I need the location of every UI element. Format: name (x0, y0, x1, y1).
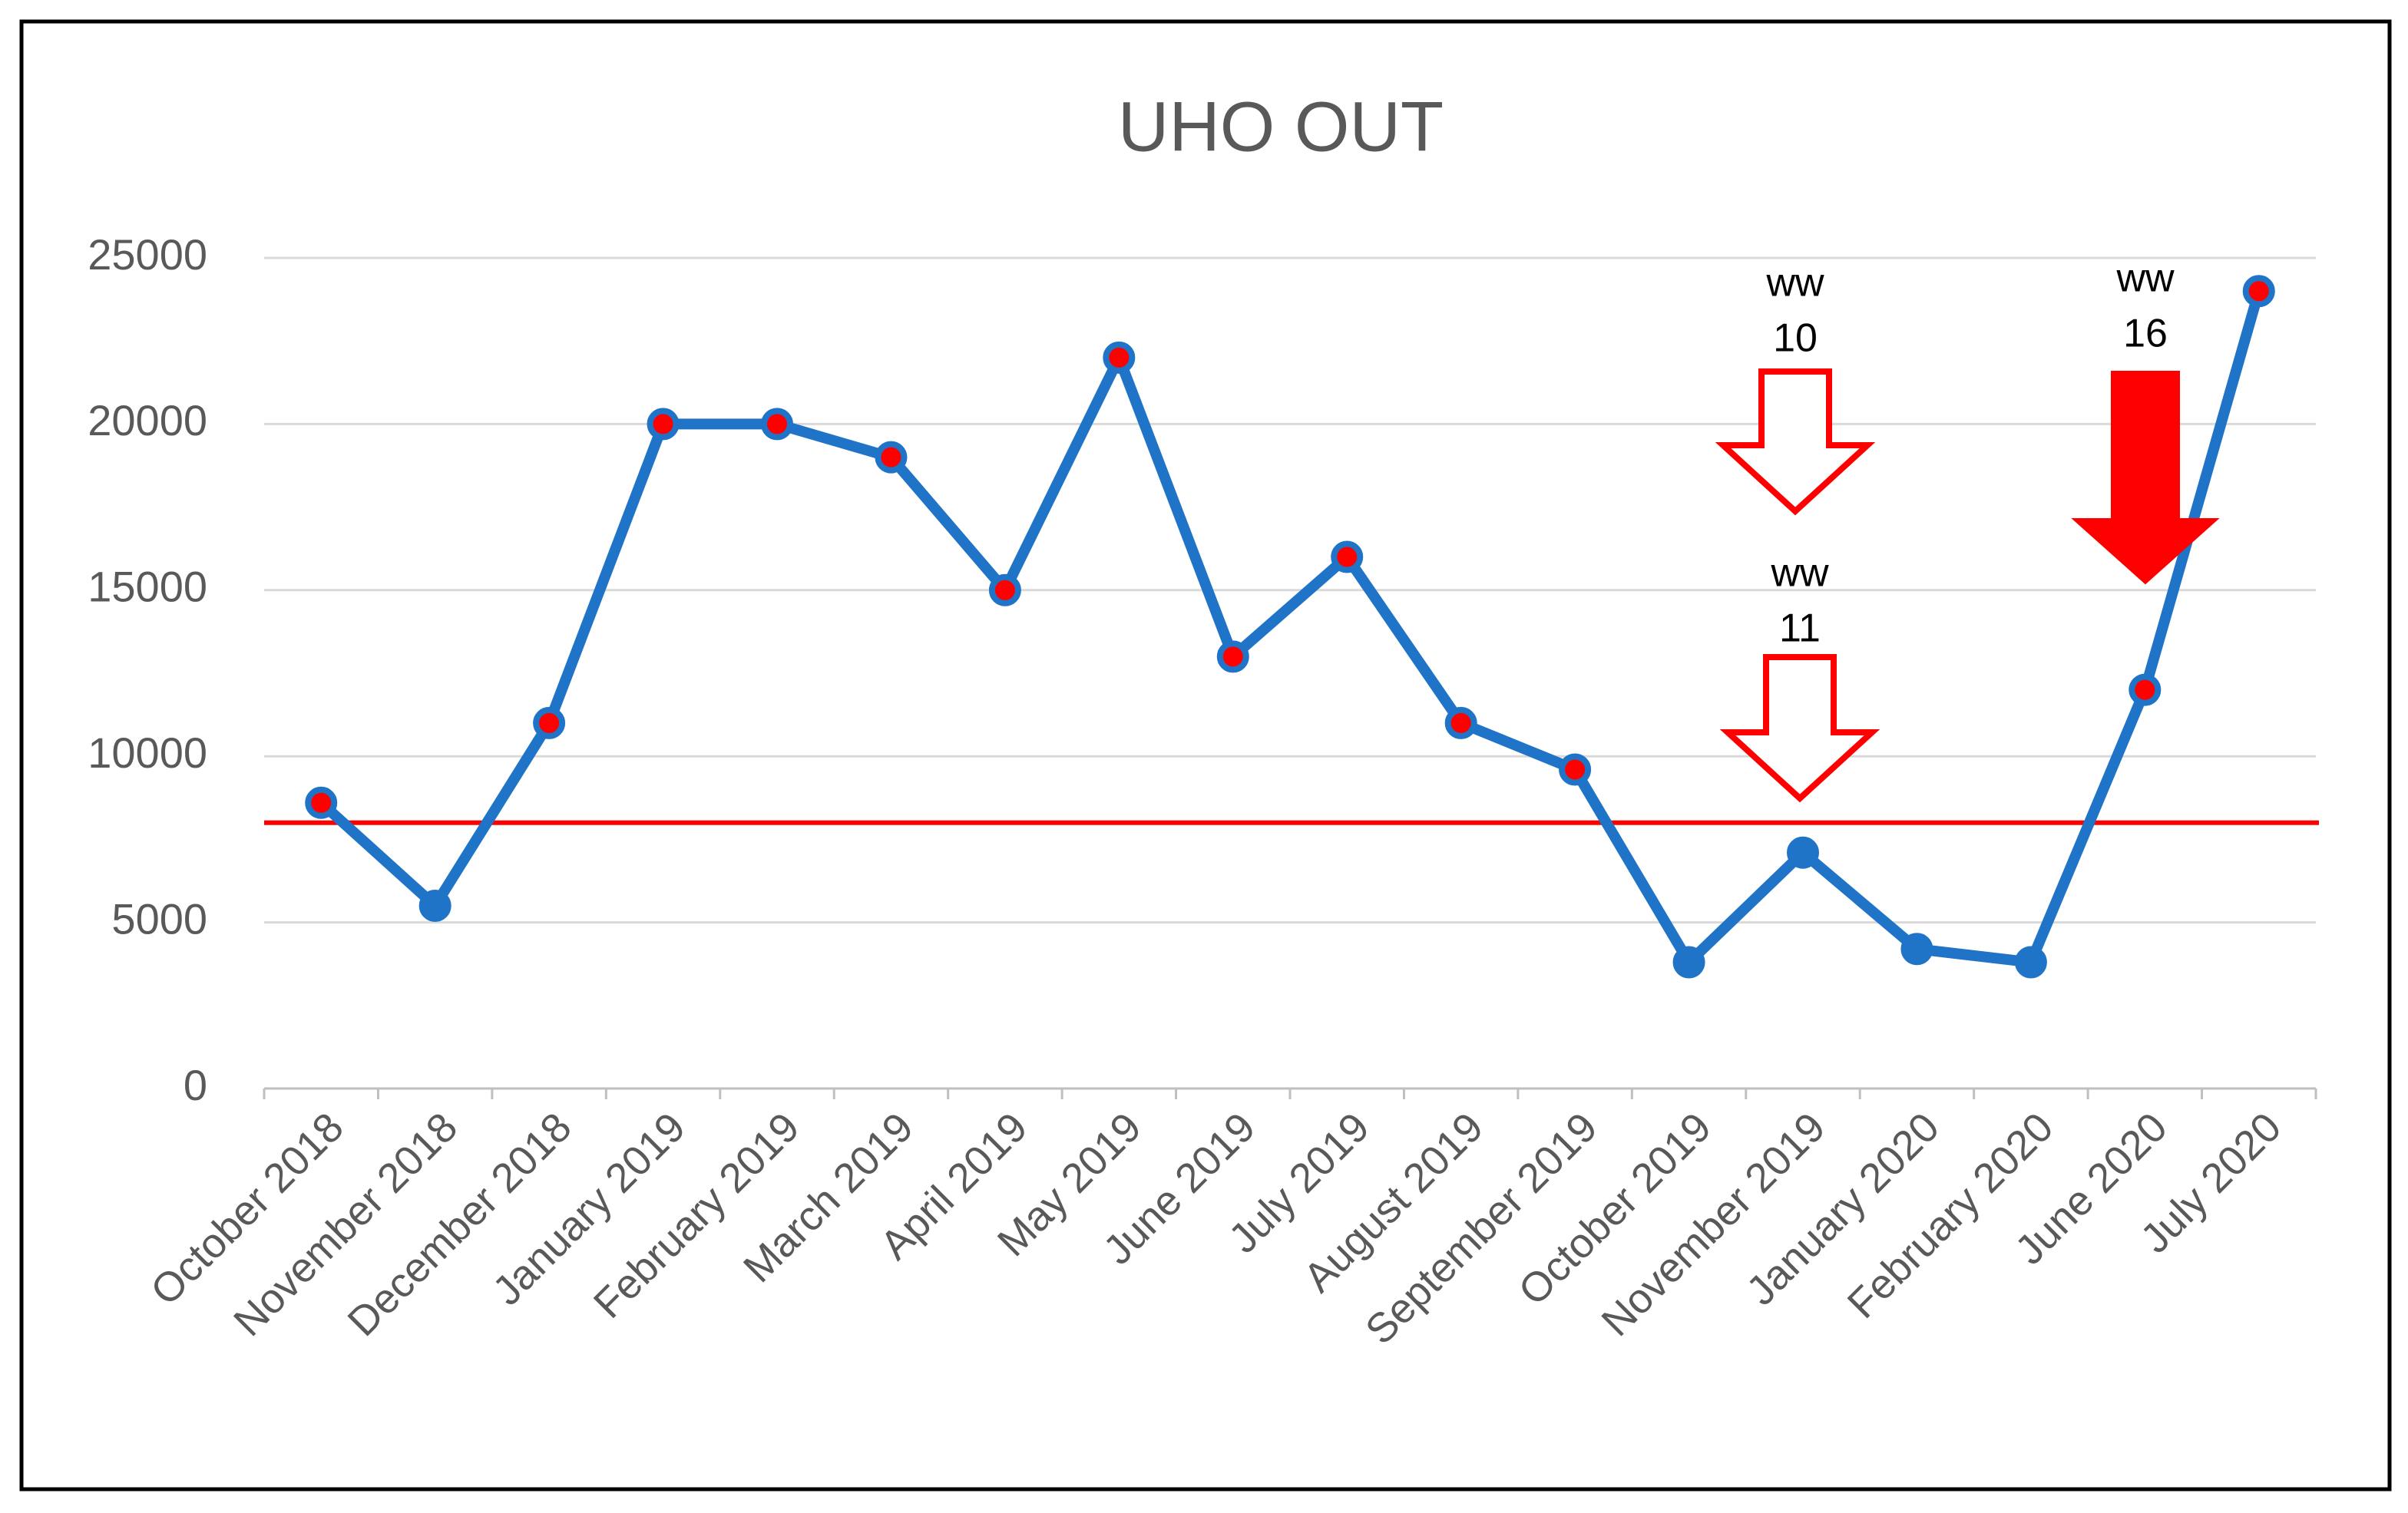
y-tick-label: 20000 (88, 396, 207, 444)
data-point (1103, 341, 1136, 374)
annotation-arrow (1715, 368, 1876, 516)
data-point (647, 408, 680, 441)
data-point (2242, 275, 2275, 308)
annotation-arrow (2071, 371, 2220, 585)
annotation-text: ww (1770, 551, 1829, 596)
y-tick-label: 0 (184, 1061, 207, 1109)
data-line (317, 289, 2264, 968)
data-point (418, 889, 452, 922)
data-point (761, 408, 793, 441)
annotation-text: 11 (1779, 606, 1821, 651)
annotation-text: 10 (1773, 316, 1818, 361)
annotation-arrow (1719, 654, 1880, 803)
data-point (1444, 706, 1477, 739)
data-point (1787, 836, 1819, 869)
y-tick-label: 25000 (88, 230, 207, 279)
data-point (2128, 673, 2162, 706)
y-tick-label: 10000 (88, 728, 207, 777)
y-tick-label: 5000 (111, 894, 207, 943)
annotation-text: ww (2115, 256, 2175, 301)
data-point (2014, 946, 2047, 979)
data-point (1672, 946, 1705, 979)
data-point (305, 786, 338, 819)
annotation-text: 16 (2123, 312, 2168, 356)
data-point (988, 573, 1021, 606)
data-point (533, 706, 566, 739)
annotation-text: ww (1765, 261, 1824, 306)
y-tick-label: 15000 (88, 563, 207, 611)
data-point (875, 441, 908, 474)
data-point (1900, 933, 1933, 966)
data-point (1216, 640, 1249, 673)
data-point (1559, 753, 1592, 786)
chart-title: UHO OUT (1118, 88, 1444, 166)
data-point (1331, 540, 1364, 573)
